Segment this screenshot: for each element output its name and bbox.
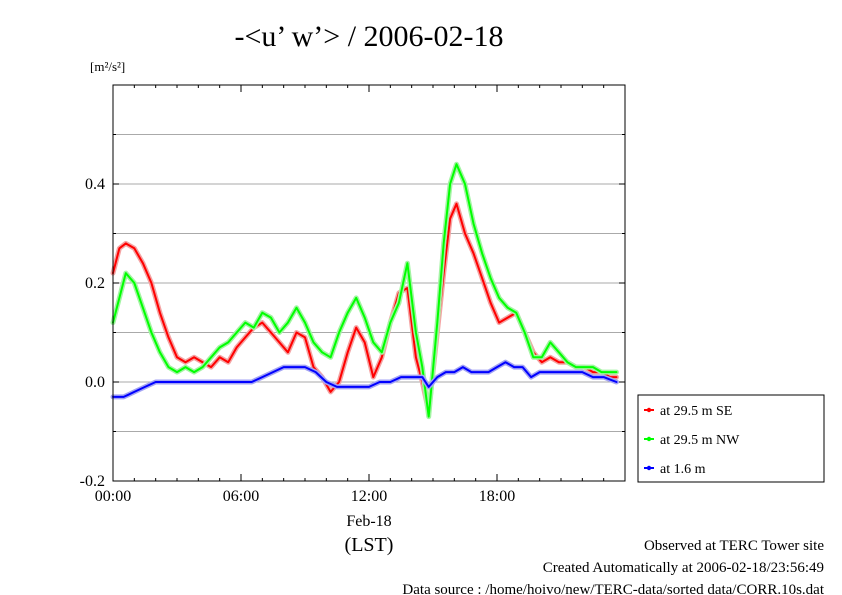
x-tick-label: 18:00 xyxy=(479,488,515,505)
legend-label: at 1.6 m xyxy=(660,462,706,477)
series-lines xyxy=(110,161,619,420)
y-tick-label: 0.2 xyxy=(85,275,105,292)
y-axis: -0.2 0.0 0.2 0.4 xyxy=(80,84,625,490)
x-tick-label: 00:00 xyxy=(95,488,131,505)
x-tick-label: 12:00 xyxy=(351,488,387,505)
x-tick-label: 06:00 xyxy=(223,488,259,505)
legend-label: at 29.5 m NW xyxy=(660,433,740,448)
x-axis: 00:00 06:00 12:00 18:00 xyxy=(95,85,626,505)
y-axis-unit: [m²/s²] xyxy=(90,59,125,74)
y-tick-label: 0.4 xyxy=(85,176,105,193)
x-date-label: Feb-18 xyxy=(346,513,391,530)
y-tick-label: -0.2 xyxy=(80,473,105,490)
legend-marker xyxy=(646,465,652,471)
footer-created: Created Automatically at 2006-02-18/23:5… xyxy=(543,560,824,576)
footer-site: Observed at TERC Tower site xyxy=(644,538,824,554)
footer-source: Data source : /home/hoivo/new/TERC-data/… xyxy=(402,582,824,595)
chart-title: -<u’ w’> / 2006-02-18 xyxy=(234,20,503,53)
y-tick-label: 0.0 xyxy=(85,374,105,391)
legend-label: at 29.5 m SE xyxy=(660,404,732,419)
legend-marker xyxy=(646,407,652,413)
legend-box xyxy=(637,394,825,483)
series-line-1 xyxy=(112,163,618,418)
legend: at 29.5 m SE at 29.5 m NW at 1.6 m xyxy=(637,394,825,483)
legend-marker xyxy=(646,436,652,442)
series-band-1 xyxy=(110,161,619,420)
x-axis-label: (LST) xyxy=(345,534,394,556)
series-line-2 xyxy=(112,361,618,398)
